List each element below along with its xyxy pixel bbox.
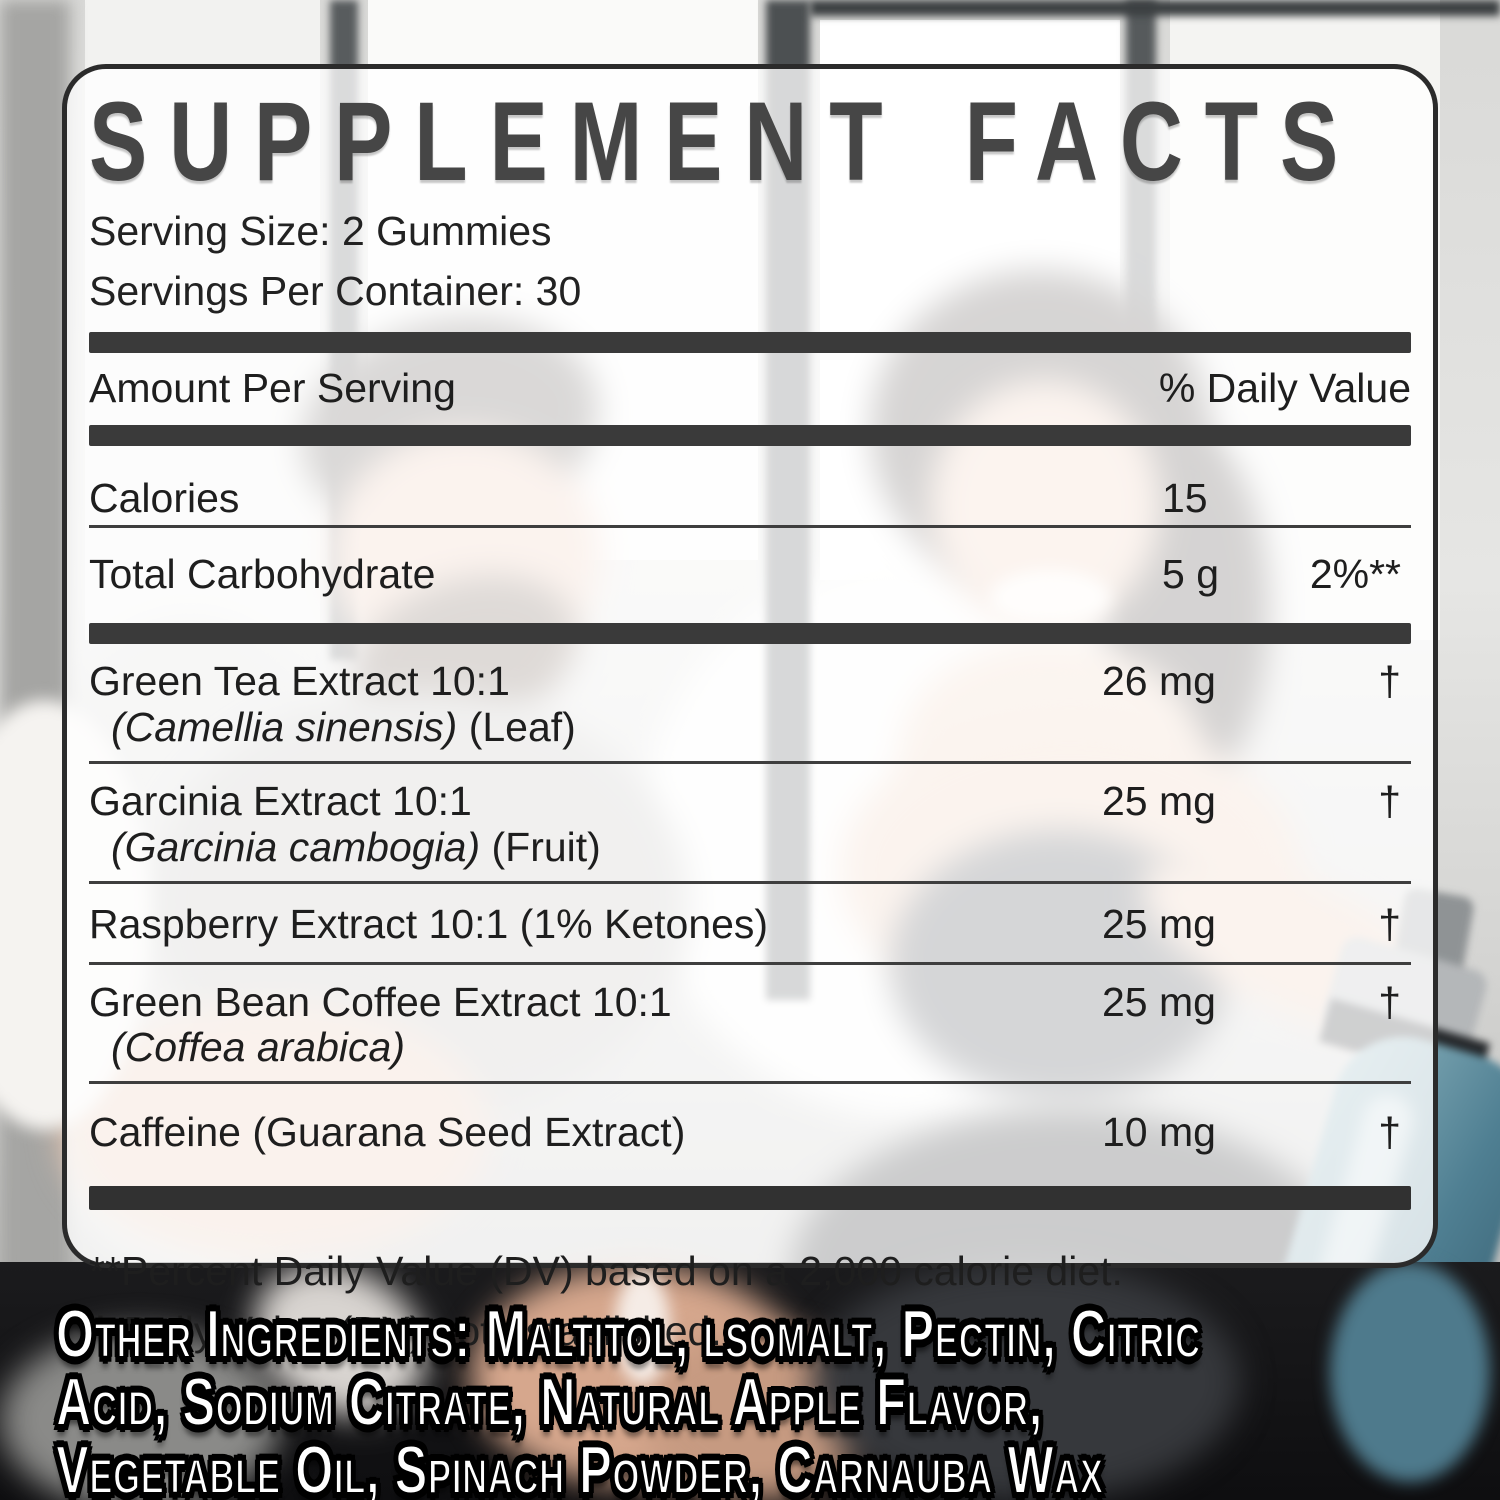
fact-row-green-tea-extract: Green Tea Extract 10:1 (Camellia sinensi… (89, 644, 1411, 764)
divider-thick (89, 623, 1411, 645)
fact-row-caffeine: Caffeine (Guarana Seed Extract) 10 mg † (89, 1109, 1401, 1156)
servings-per-container: Servings Per Container: 30 (89, 268, 582, 315)
serving-size: Serving Size: 2 Gummies (89, 208, 552, 255)
other-ingredients: Other Ingredients: Maltitol, lsomalt, Pe… (55, 1296, 1496, 1500)
thigh-shadow (810, 1262, 1240, 1500)
fact-row-garcinia-extract: Garcinia Extract 10:1 (Garcinia cambogia… (89, 764, 1411, 884)
footnote-dagger: † Daily Value (DV) not established. (89, 1308, 722, 1355)
other-ingredients-line: Other Ingredients: Maltitol, lsomalt, Pe… (55, 1296, 1201, 1372)
footnotes: **Percent Daily Value (DV) based on a 2,… (89, 1246, 1411, 1356)
fact-row-calories: Calories 15 (89, 446, 1411, 529)
table-header: Amount Per Serving % Daily Value (89, 365, 1411, 412)
footnote-daily-value: **Percent Daily Value (DV) based on a 2,… (89, 1248, 1123, 1295)
botanical-name: (Garcinia cambogia) (Fruit) (111, 823, 601, 870)
panel-title: SUPPLEMENT FACTS (89, 79, 1361, 204)
fact-row-green-bean-coffee-extract: Green Bean Coffee Extract 10:1 (Coffea a… (89, 965, 1411, 1085)
divider-thick (89, 1186, 1411, 1211)
botanical-name: (Coffea arabica) (111, 1024, 405, 1071)
light-glint (615, 1270, 670, 1385)
column-daily-value: % Daily Value (1158, 365, 1411, 412)
fact-row-raspberry-extract: Raspberry Extract 10:1 (1% Ketones) 25 m… (89, 884, 1411, 965)
fact-row-total-carbohydrate: Total Carbohydrate 5 g 2%** (89, 551, 1401, 598)
bottle-bottom (1330, 1262, 1490, 1482)
supplement-facts-panel: SUPPLEMENT FACTS Serving Size: 2 Gummies… (62, 64, 1438, 1354)
other-ingredients-line: Acid, Sodium Citrate, Natural Apple Flav… (55, 1364, 1044, 1440)
window-frame-top (810, 0, 1500, 16)
botanical-name: (Camellia sinensis) (Leaf) (111, 703, 576, 750)
other-ingredients-line: Vegetable Oil, Spinach Powder, Carnauba … (55, 1432, 1104, 1500)
divider-thick (89, 425, 1411, 447)
divider-thick (89, 332, 1411, 354)
floor-patch (0, 1330, 280, 1500)
column-amount-per-serving: Amount Per Serving (89, 365, 456, 412)
